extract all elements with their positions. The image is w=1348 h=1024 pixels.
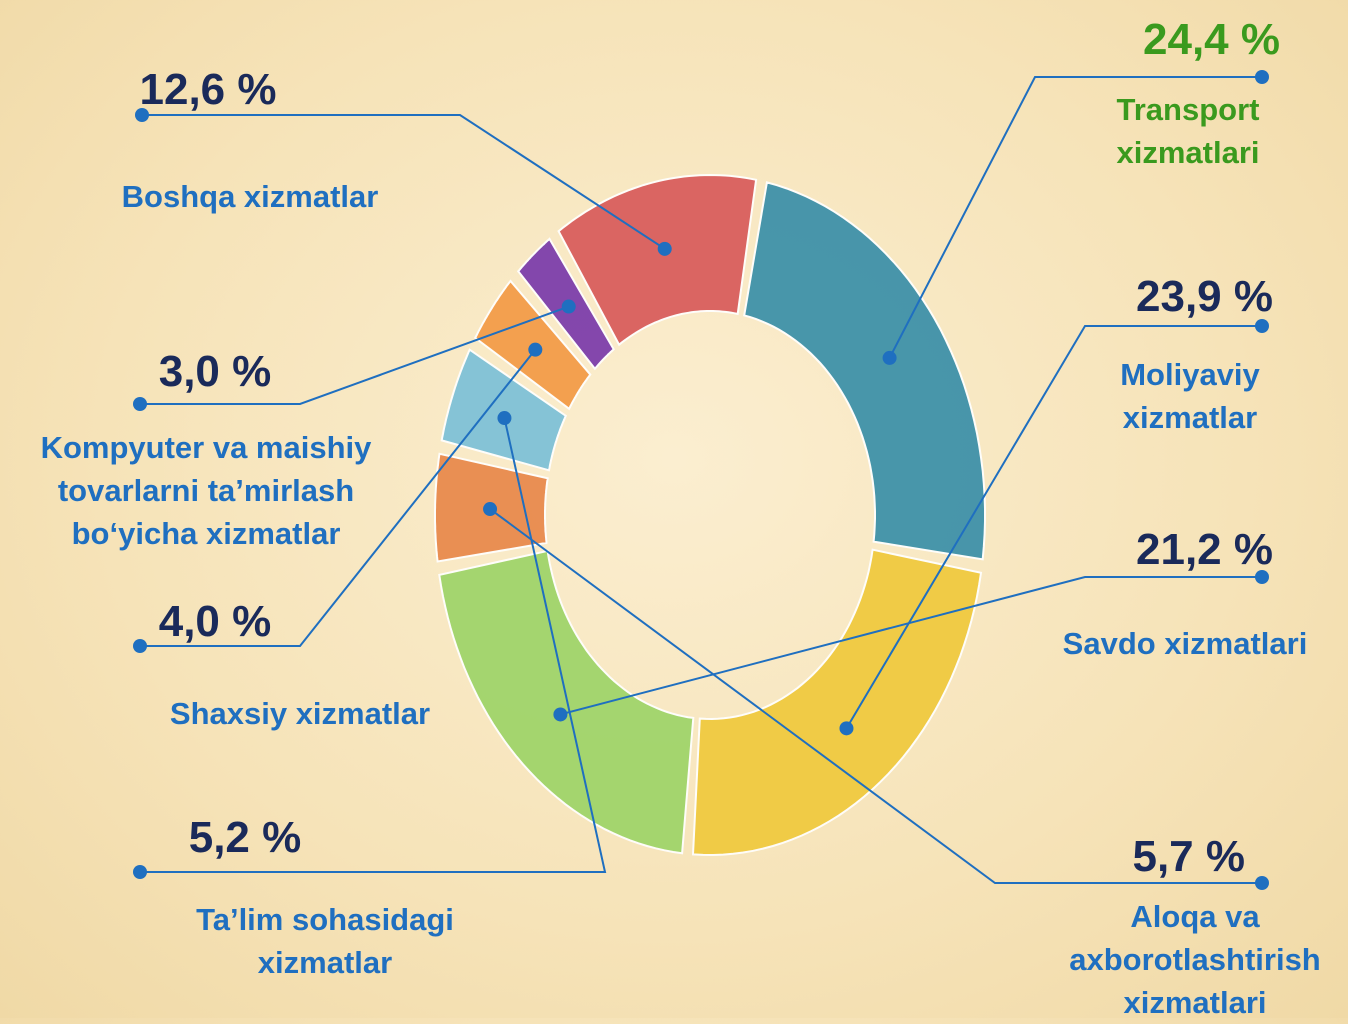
leader-dot — [1255, 876, 1269, 890]
category-label: Aloqa va axborotlashtirish xizmatlari — [1069, 899, 1321, 1020]
donut-segment — [557, 173, 758, 347]
leader-dot — [561, 299, 576, 314]
leader-dot — [483, 502, 498, 517]
leader-line — [489, 508, 1262, 884]
leader-dot — [133, 865, 147, 879]
donut-segment — [438, 549, 695, 855]
leader-line — [560, 576, 1262, 716]
leader-dot — [1255, 319, 1269, 333]
leader-dot — [528, 342, 543, 357]
category-label: Transport xizmatlari — [1116, 92, 1260, 170]
value-label: 21,2 % — [1136, 525, 1273, 574]
category-label: Kompyuter va maishiy tovarlarni ta’mirla… — [40, 430, 372, 551]
leader-dot — [553, 707, 568, 722]
category-label: Shaxsiy xizmatlar — [169, 696, 431, 731]
category-label: Boshqa xizmatlar — [121, 179, 379, 214]
donut-segment — [743, 181, 986, 561]
donut-segment — [440, 348, 568, 472]
leader-line — [845, 325, 1262, 729]
leader-dot — [657, 241, 672, 256]
value-label: 24,4 % — [1143, 15, 1280, 64]
leader-line — [140, 305, 570, 405]
leader-dot — [135, 108, 149, 122]
value-label: 3,0 % — [159, 347, 272, 396]
leader-dot — [882, 350, 897, 365]
value-label: 5,7 % — [1132, 832, 1245, 881]
category-label: Ta’lim sohasidagi xizmatlar — [196, 902, 454, 980]
donut-segment — [691, 548, 983, 857]
leader-dot — [839, 721, 854, 736]
category-label: Moliyaviy xizmatlar — [1120, 357, 1260, 435]
leader-line — [142, 114, 666, 250]
value-label: 5,2 % — [189, 813, 302, 862]
value-label: 12,6 % — [140, 65, 277, 114]
category-label: Savdo xizmatlari — [1062, 626, 1308, 661]
leader-dot — [497, 411, 512, 426]
leader-line — [888, 76, 1262, 359]
leader-dot — [1255, 570, 1269, 584]
value-label: 23,9 % — [1136, 272, 1273, 321]
leader-dot — [133, 639, 147, 653]
leader-line — [140, 417, 607, 873]
leader-dot — [1255, 70, 1269, 84]
leader-dot — [133, 397, 147, 411]
value-label: 4,0 % — [159, 597, 272, 646]
leader-line — [140, 349, 537, 647]
